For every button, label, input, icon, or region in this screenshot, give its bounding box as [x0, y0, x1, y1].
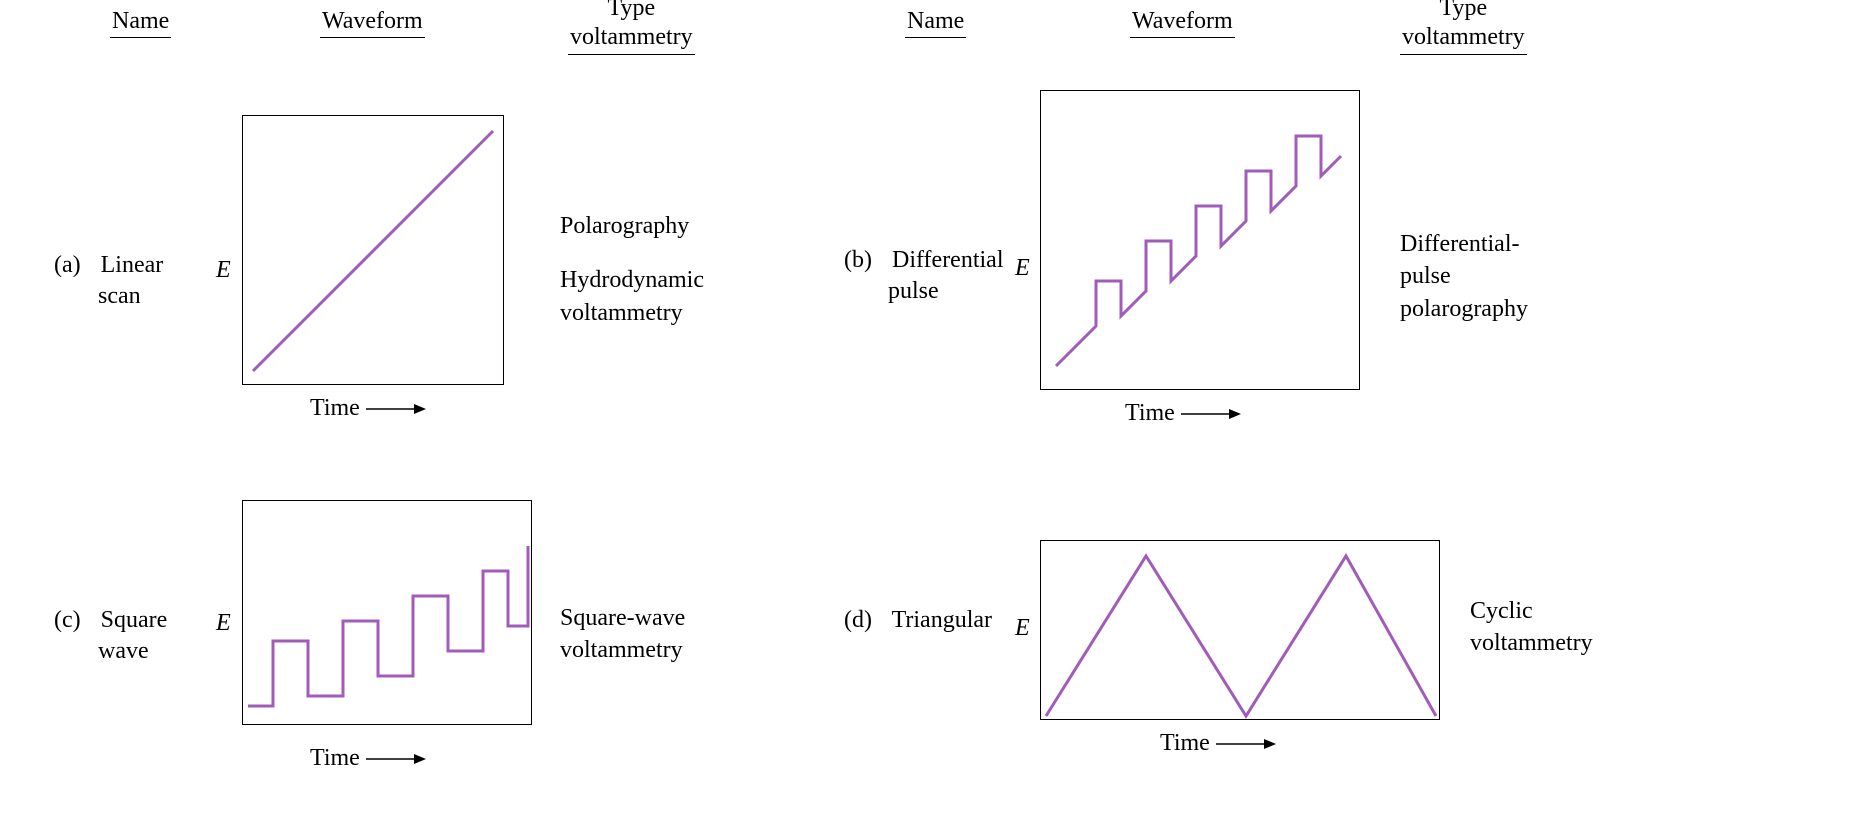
panel-b-type: Differential- pulse polarography: [1400, 228, 1528, 325]
panel-b-name: (b) Differential pulse: [844, 245, 1004, 307]
header-name-right: Name: [905, 8, 966, 38]
panel-d-plot-box: [1040, 540, 1440, 720]
panel-a-type: Polarography Hydrodynamic voltammetry: [560, 210, 704, 329]
panel-c-waveform: [243, 501, 533, 726]
panel-a-y-axis-label: E: [216, 257, 231, 284]
panel-d: (d) Triangular E Time Cyclic voltammetry: [790, 490, 1860, 820]
panel-d-letter: (d): [844, 605, 872, 636]
panel-b-waveform: [1041, 91, 1361, 391]
panel-a-x-axis-label: Time: [310, 395, 426, 422]
panel-d-name: (d) Triangular: [844, 605, 992, 636]
panel-b: (b) Differential pulse E Time Differenti…: [790, 80, 1860, 450]
panel-d-waveform: [1041, 541, 1441, 721]
panel-b-x-axis-label: Time: [1125, 400, 1241, 427]
panel-d-x-axis-label: Time: [1160, 730, 1276, 757]
panel-a-plot-box: [242, 115, 504, 385]
panel-a-letter: (a): [54, 250, 81, 281]
header-name-left: Name: [110, 8, 171, 38]
arrow-right-icon: [1181, 407, 1241, 421]
arrow-right-icon: [1216, 737, 1276, 751]
panel-d-type: Cyclic voltammetry: [1470, 595, 1593, 660]
arrow-right-icon: [366, 402, 426, 416]
panel-c-x-axis-label: Time: [310, 745, 426, 772]
panel-a-waveform: [243, 116, 505, 386]
panel-b-letter: (b): [844, 245, 872, 276]
header-type-left: Type voltammetry: [568, 0, 695, 55]
voltammetry-waveforms-figure: Name Waveform Type voltammetry Name Wave…: [0, 0, 1868, 826]
header-waveform-right: Waveform: [1130, 8, 1235, 38]
arrow-right-icon: [366, 752, 426, 766]
header-type-right: Type voltammetry: [1400, 0, 1527, 55]
header-waveform-left: Waveform: [320, 8, 425, 38]
panel-c-plot-box: [242, 500, 532, 725]
panel-c-letter: (c): [54, 605, 81, 636]
panel-b-y-axis-label: E: [1015, 255, 1030, 282]
panel-c-y-axis-label: E: [216, 610, 231, 637]
panel-c-name: (c) Square wave: [54, 605, 167, 667]
panel-d-y-axis-label: E: [1015, 615, 1030, 642]
panel-b-plot-box: [1040, 90, 1360, 390]
panel-a-name: (a) Linear scan: [54, 250, 163, 312]
panel-c-type: Square-wave voltammetry: [560, 602, 685, 667]
